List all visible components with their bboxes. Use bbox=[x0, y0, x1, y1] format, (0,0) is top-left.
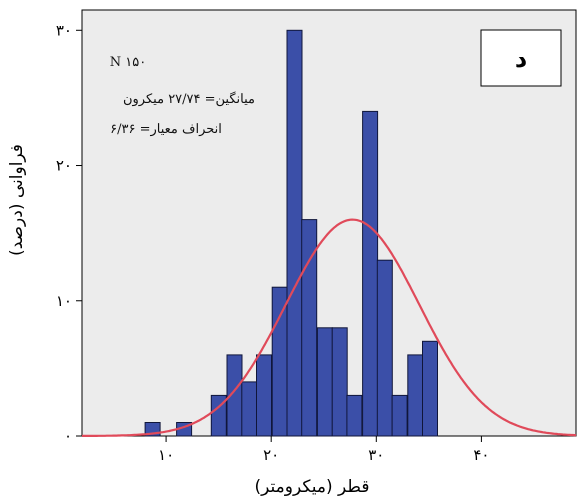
histogram-bar bbox=[391, 394, 408, 437]
x-axis-label: قطر (میکرومتر) bbox=[255, 477, 370, 497]
histogram-bar bbox=[301, 219, 318, 437]
normal-curve bbox=[82, 218, 577, 437]
histogram-bar bbox=[362, 110, 379, 437]
histogram-bar bbox=[331, 327, 348, 437]
x-tick-label: ۱۰ bbox=[158, 446, 174, 464]
y-axis-label: فراوانی (درصد) bbox=[7, 144, 27, 256]
y-tick-label: ۳۰ bbox=[56, 21, 72, 39]
stat-sd: انحراف معیار= ۶/۳۶ bbox=[110, 122, 222, 137]
stat-n: N ۱۵۰ bbox=[110, 55, 146, 70]
panel-label: د bbox=[515, 45, 527, 73]
histogram-bar bbox=[346, 394, 363, 437]
y-tick-label: ۱۰ bbox=[56, 292, 72, 310]
x-axis-ticks: ۱۰ ۲۰ ۳۰ ۴۰ bbox=[158, 436, 489, 464]
x-tick-label: ۳۰ bbox=[368, 446, 384, 464]
histogram-bar bbox=[241, 381, 258, 437]
histogram-bar bbox=[271, 286, 288, 437]
x-tick-label: ۴۰ bbox=[473, 446, 489, 464]
stat-mean: میانگین= ۲۷/۷۴ میکرون bbox=[123, 91, 255, 107]
histogram-bar bbox=[286, 29, 303, 437]
histogram-bar bbox=[316, 327, 333, 437]
y-tick-label: ۰ bbox=[64, 427, 72, 445]
panel-label-box bbox=[480, 29, 562, 87]
histogram-bar bbox=[210, 394, 227, 437]
histogram-bar bbox=[376, 259, 393, 437]
y-tick-label: ۲۰ bbox=[56, 157, 72, 175]
histogram-bar bbox=[256, 354, 272, 437]
y-axis-ticks: ۰ ۱۰ ۲۰ ۳۰ bbox=[56, 21, 82, 445]
x-tick-label: ۲۰ bbox=[263, 446, 279, 464]
histogram-bar bbox=[407, 354, 424, 437]
histogram-bar bbox=[422, 340, 438, 437]
